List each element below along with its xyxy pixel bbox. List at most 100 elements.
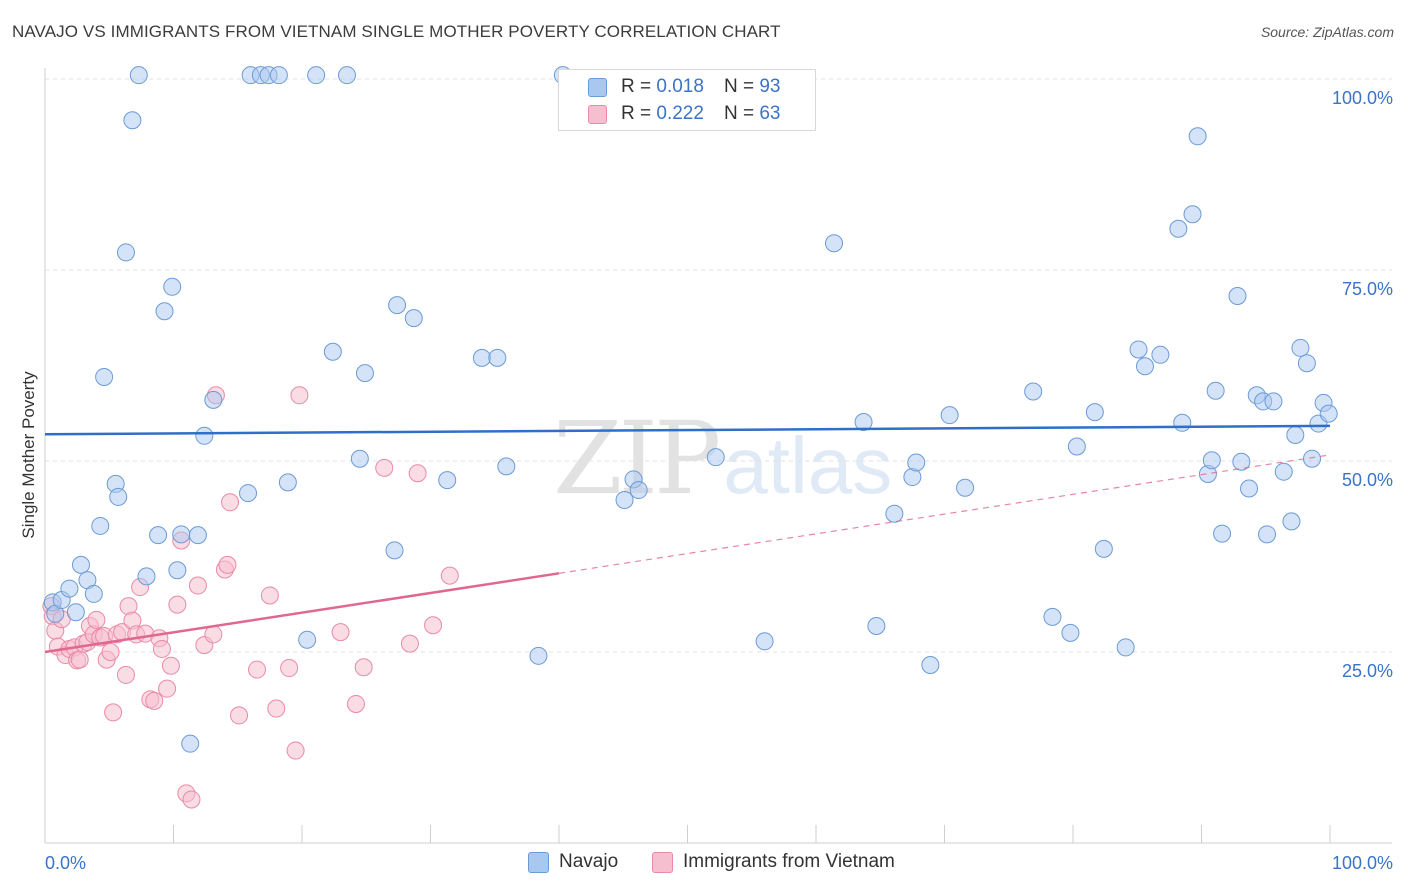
- vietnam-point: [248, 660, 267, 679]
- navajo-point: [404, 309, 423, 328]
- vietnam-point: [70, 650, 89, 669]
- navajo-point: [956, 478, 975, 497]
- navajo-point: [1188, 127, 1207, 146]
- navajo-point: [337, 66, 356, 85]
- chart-title: NAVAJO VS IMMIGRANTS FROM VIETNAM SINGLE…: [12, 22, 781, 41]
- navajo-point: [71, 555, 90, 574]
- navajo-point: [867, 617, 886, 636]
- axes: [44, 68, 1392, 844]
- navajo-point: [1213, 524, 1232, 543]
- navajo-point: [1183, 205, 1202, 224]
- navajo-point: [163, 277, 182, 296]
- legend-vietnam-label: Immigrants from Vietnam: [683, 851, 895, 872]
- vietnam-point: [424, 616, 443, 635]
- vietnam-point: [346, 694, 365, 713]
- navajo-point: [1094, 539, 1113, 558]
- navajo-point: [323, 342, 342, 361]
- navajo-point: [1061, 623, 1080, 642]
- vietnam-point: [221, 493, 240, 512]
- navajo-point: [1264, 392, 1283, 411]
- navajo-point: [1116, 638, 1135, 657]
- vietnam-point: [218, 555, 237, 574]
- navajo-point: [109, 487, 128, 506]
- y-tick-label-75: 75.0%: [1342, 279, 1393, 299]
- vietnam-point: [188, 576, 207, 595]
- legend-navajo-swatch: [528, 851, 549, 873]
- navajo-point: [824, 234, 843, 253]
- vietnam-point: [204, 625, 223, 644]
- navajo-point: [497, 457, 516, 476]
- legend-row-navajo: R = 0.018 N = 93: [559, 73, 780, 101]
- navajo-point: [438, 471, 457, 490]
- navajo-point: [155, 302, 174, 321]
- navajo-point: [1319, 404, 1338, 423]
- navajo-n-label: N =: [723, 76, 755, 97]
- navajo-point: [307, 66, 326, 85]
- x-tick-label-0: 0.0%: [45, 853, 86, 873]
- navajo-point: [488, 348, 507, 367]
- navajo-point: [755, 632, 774, 651]
- legend-row-vietnam: R = 0.222 N = 63: [559, 100, 780, 128]
- navajo-point: [388, 296, 407, 315]
- navajo-point: [172, 525, 191, 544]
- navajo-point: [1043, 607, 1062, 626]
- grid-lines: [45, 78, 1392, 653]
- navajo-point: [529, 646, 548, 665]
- vietnam-point: [400, 634, 419, 653]
- vietnam-trend-line: [44, 572, 560, 654]
- vietnam-point: [101, 643, 120, 661]
- navajo-point: [940, 406, 959, 425]
- legend-item-vietnam[interactable]: Immigrants from Vietnam: [652, 851, 895, 873]
- navajo-point: [149, 526, 168, 545]
- navajo-points: [43, 66, 1338, 753]
- legend-item-navajo[interactable]: Navajo: [528, 851, 618, 873]
- y-tick-label-25: 25.0%: [1342, 661, 1393, 681]
- vietnam-point: [290, 386, 309, 405]
- navajo-point: [137, 567, 156, 586]
- vietnam-n-value: 63: [759, 103, 781, 124]
- navajo-swatch: [588, 77, 607, 97]
- axis-labels: 25.0% 50.0% 75.0% 100.0% 0.0% 100.0% Single Mo…: [19, 88, 1393, 873]
- navajo-point: [188, 526, 207, 545]
- navajo-point: [84, 584, 103, 603]
- navajo-point: [195, 426, 214, 445]
- navajo-point: [907, 453, 926, 472]
- navajo-point: [1206, 381, 1225, 400]
- navajo-point: [60, 579, 79, 598]
- vietnam-point: [161, 656, 180, 675]
- vietnam-swatch: [588, 104, 607, 124]
- navajo-point: [1151, 345, 1170, 364]
- navajo-point: [885, 504, 904, 523]
- legend-vietnam-swatch: [652, 851, 673, 873]
- vietnam-point: [87, 610, 106, 629]
- navajo-point: [1228, 286, 1247, 305]
- navajo-point: [1067, 437, 1086, 456]
- vietnam-point: [152, 639, 171, 658]
- stats-legend: R = 0.018 N = 93 R = 0.222 N = 63: [558, 69, 816, 131]
- vietnam-point: [267, 699, 286, 718]
- vietnam-point: [168, 595, 187, 614]
- navajo-point: [91, 516, 110, 535]
- vietnam-point: [158, 679, 177, 698]
- vietnam-point: [182, 790, 201, 809]
- navajo-point: [298, 630, 317, 649]
- navajo-point: [269, 66, 288, 85]
- navajo-point: [1303, 449, 1322, 468]
- vietnam-point: [286, 741, 305, 760]
- vietnam-point: [440, 566, 459, 585]
- navajo-point: [278, 473, 297, 492]
- navajo-point: [168, 561, 187, 580]
- vietnam-point: [260, 586, 279, 605]
- vietnam-n-label: N =: [723, 103, 755, 124]
- navajo-point: [123, 111, 142, 130]
- vietnam-trend-extension: [558, 454, 1331, 574]
- y-tick-label-100: 100.0%: [1332, 88, 1393, 108]
- navajo-point: [1024, 382, 1043, 401]
- vietnam-r-value: 0.222: [656, 103, 704, 124]
- vietnam-point: [230, 706, 249, 725]
- y-tick-label-50: 50.0%: [1342, 470, 1393, 490]
- navajo-point: [1232, 452, 1251, 471]
- navajo-n-value: 93: [759, 76, 781, 97]
- vietnam-point: [104, 703, 123, 722]
- navajo-point: [385, 541, 404, 560]
